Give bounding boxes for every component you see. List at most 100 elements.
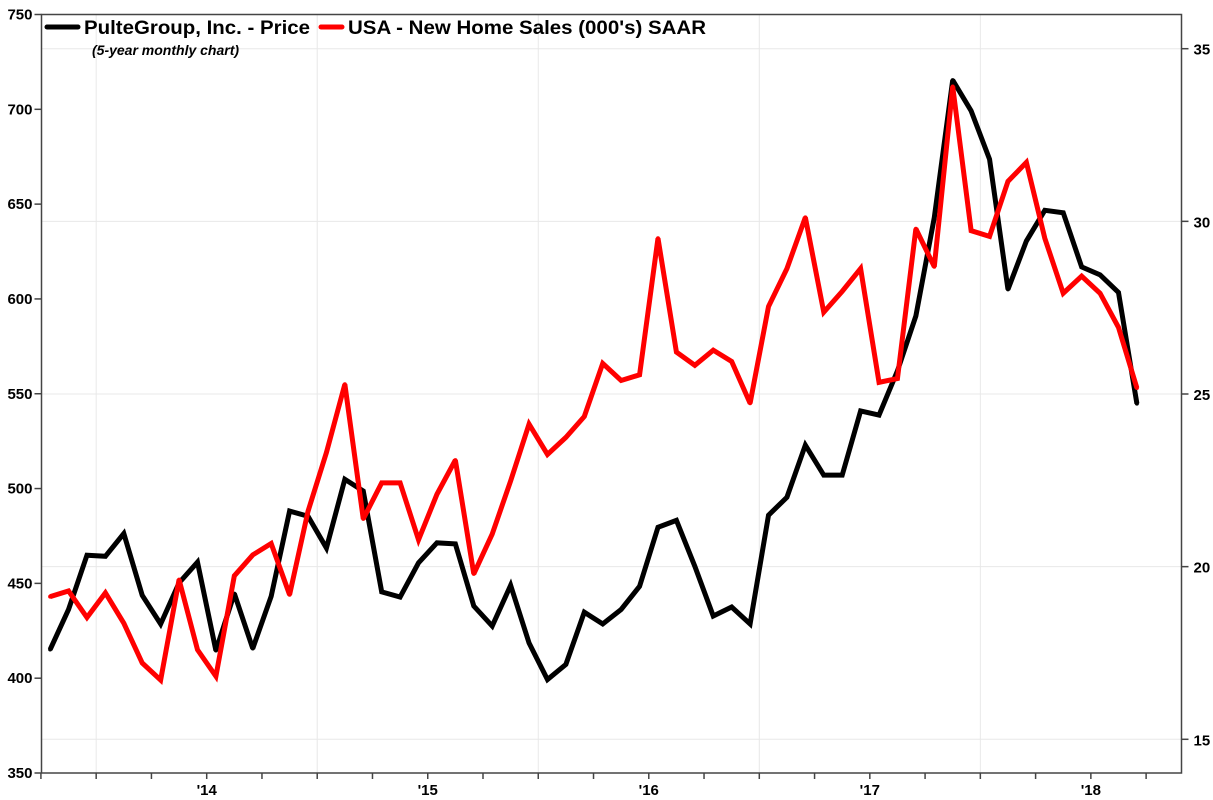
- data-point: [877, 380, 882, 385]
- left-axis-tick-label: 750: [7, 7, 32, 24]
- data-point: [140, 661, 145, 666]
- data-point: [913, 226, 918, 231]
- data-point: [379, 589, 384, 594]
- data-point: [582, 414, 587, 419]
- data-point: [821, 473, 826, 478]
- x-axis-tick-label: '14: [197, 782, 218, 799]
- data-point: [1061, 291, 1066, 296]
- data-point: [932, 215, 937, 220]
- data-point: [619, 378, 624, 383]
- data-point: [766, 513, 771, 518]
- data-point: [195, 647, 200, 652]
- left-axis-tick-label: 500: [7, 481, 32, 498]
- data-point: [582, 610, 587, 615]
- data-point: [398, 595, 403, 600]
- data-point: [1116, 290, 1121, 295]
- data-point: [269, 594, 274, 599]
- data-point: [877, 413, 882, 418]
- data-point: [416, 560, 421, 565]
- left-axis-tick-label: 650: [7, 196, 32, 213]
- data-point: [840, 473, 845, 478]
- data-point: [1116, 325, 1121, 330]
- right-axis-tick-label: 25: [1194, 387, 1211, 404]
- data-point: [1134, 401, 1139, 406]
- series-layer: [47, 78, 1140, 686]
- data-point: [103, 554, 108, 559]
- data-point: [158, 678, 163, 683]
- data-point: [121, 531, 126, 536]
- data-point: [711, 348, 716, 353]
- series-pulte-price: [47, 78, 1140, 684]
- data-point: [1005, 287, 1010, 292]
- legend-item-new-home-sales: USA - New Home Sales (000's) SAAR: [318, 18, 706, 39]
- data-point: [748, 621, 753, 626]
- right-axis-tick-label: 15: [1194, 732, 1211, 749]
- data-point: [637, 584, 642, 589]
- data-point: [692, 363, 697, 368]
- data-point: [766, 304, 771, 309]
- data-point: [729, 359, 734, 364]
- data-point: [1042, 208, 1047, 213]
- data-point: [1134, 386, 1139, 391]
- data-point: [453, 541, 458, 546]
- data-point: [637, 372, 642, 377]
- data-point: [177, 577, 182, 582]
- data-point: [379, 480, 384, 485]
- data-point: [324, 450, 329, 455]
- data-point: [1079, 264, 1084, 269]
- left-axis-tick-label: 450: [7, 575, 32, 592]
- data-point: [1098, 272, 1103, 277]
- data-point: [213, 674, 218, 679]
- legend-label-pulte: PulteGroup, Inc. - Price: [84, 18, 310, 39]
- left-axis-tick-label: 400: [7, 670, 32, 687]
- legend-item-pulte: PulteGroup, Inc. - Price: [44, 18, 310, 39]
- data-point: [674, 518, 679, 523]
- right-axis-tick-label: 20: [1194, 560, 1211, 577]
- data-point: [821, 310, 826, 315]
- data-point: [213, 648, 218, 653]
- legend-label-new-home-sales: USA - New Home Sales (000's) SAAR: [348, 18, 706, 39]
- data-point: [674, 350, 679, 355]
- data-point: [66, 588, 71, 593]
- data-point: [1042, 236, 1047, 241]
- data-point: [563, 435, 568, 440]
- right-y-axis: 15 20 25 30 35: [1181, 42, 1211, 749]
- data-point: [545, 677, 550, 682]
- data-point: [987, 234, 992, 239]
- series-new-home-sales: [48, 84, 1140, 686]
- chart-subtitle: (5-year monthly chart): [92, 42, 239, 58]
- data-point: [471, 571, 476, 576]
- data-point: [269, 541, 274, 546]
- data-point: [969, 228, 974, 233]
- data-point: [324, 546, 329, 551]
- gridlines: [41, 14, 1182, 773]
- data-point: [858, 408, 863, 413]
- data-point: [84, 615, 89, 620]
- x-axis: '14 '15 '16 '17 '18: [40, 773, 1147, 799]
- data-point: [858, 266, 863, 271]
- data-point: [969, 108, 974, 113]
- data-point: [398, 480, 403, 485]
- data-point: [600, 621, 605, 626]
- data-point: [48, 647, 53, 652]
- data-point: [1079, 274, 1084, 279]
- data-point: [840, 289, 845, 294]
- data-point: [784, 266, 789, 271]
- data-point: [508, 478, 513, 483]
- data-point: [140, 593, 145, 598]
- data-point: [471, 604, 476, 609]
- data-point: [103, 590, 108, 595]
- x-axis-tick-label: '15: [418, 782, 438, 799]
- data-point: [784, 495, 789, 500]
- data-point: [342, 382, 347, 387]
- data-point: [453, 458, 458, 463]
- legend: PulteGroup, Inc. - Price USA - New Home …: [44, 18, 706, 58]
- data-point: [306, 509, 311, 514]
- data-point: [527, 640, 532, 645]
- data-point: [950, 78, 955, 83]
- data-point: [932, 264, 937, 269]
- series-line: [47, 78, 1140, 684]
- series-line: [49, 86, 1140, 686]
- data-point: [434, 540, 439, 545]
- x-axis-tick-label: '16: [639, 782, 659, 799]
